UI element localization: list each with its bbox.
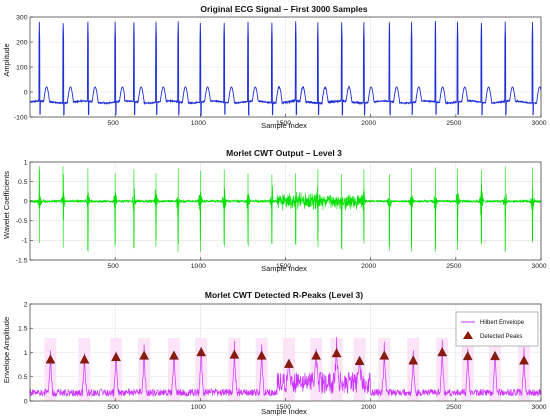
x-tick-label: 2000 <box>361 404 376 411</box>
peak-window-shade <box>461 337 474 401</box>
peak-window-shade <box>255 337 268 401</box>
peak-window-shade <box>517 337 530 401</box>
y-tick-label: -1.5 <box>16 257 28 264</box>
peak-window-shade <box>78 337 91 401</box>
detected-peak-marker <box>331 348 342 358</box>
peak-window-shade <box>407 337 420 401</box>
x-tick-label: 3000 <box>531 120 546 127</box>
detected-peak-marker <box>169 350 179 360</box>
peak-window-shade <box>228 337 241 401</box>
cwt-ylabel: Wavelet Coefficients <box>2 171 11 239</box>
detected-peak-marker <box>111 351 121 362</box>
peaks-ylabel: Envelope Amplitude <box>2 317 11 383</box>
y-tick-label: 200 <box>16 39 28 46</box>
peaks-title: Morlet CWT Detected R-Peaks (Level 3) <box>205 290 363 300</box>
detected-peak-marker <box>45 354 56 364</box>
x-tick-label: 500 <box>107 404 119 411</box>
x-tick-label: 1500 <box>276 120 291 127</box>
series-layer <box>29 20 542 117</box>
x-tick-label: 1000 <box>191 404 206 411</box>
cwt-xlabel: Sample Index <box>261 264 307 273</box>
hilbert-envelope-line <box>29 336 542 398</box>
detected-peak-marker <box>437 347 448 357</box>
y-tick-label: 0.5 <box>18 374 28 381</box>
x-tick-label: 2000 <box>361 263 376 270</box>
series-layer <box>29 166 542 253</box>
ecg-ylabel: Amplitude <box>2 43 11 76</box>
y-tick-label: 1 <box>24 159 28 166</box>
x-tick-label: 2500 <box>446 263 461 270</box>
peak-window-shade <box>282 337 295 401</box>
x-tick-label: 500 <box>107 120 119 127</box>
x-tick-label: 2500 <box>446 120 461 127</box>
y-tick-label: -1 <box>21 238 27 245</box>
detected-peak-marker <box>79 354 90 364</box>
x-tick-label: 2000 <box>361 120 376 127</box>
detected-peak-marker <box>256 350 267 360</box>
detected-peak-marker <box>490 350 500 361</box>
peak-window-shade <box>378 337 391 401</box>
legend-envelope-label: Hilbert Envelope <box>480 320 525 326</box>
x-tick-label: 3000 <box>531 263 546 270</box>
legend-peaks-marker <box>463 331 473 339</box>
y-tick-label: 0 <box>24 89 28 96</box>
peak-window-shade <box>110 337 123 401</box>
y-tick-label: 100 <box>16 64 28 71</box>
y-tick-label: 0 <box>24 398 28 405</box>
detected-peak-marker <box>196 347 207 357</box>
legend-box <box>455 311 539 347</box>
y-tick-label: 0.5 <box>18 179 28 186</box>
peaks-panel: Morlet CWT Detected R-Peaks (Level 3) Sa… <box>2 290 547 416</box>
cwt-coefficient-line <box>29 166 542 253</box>
detected-peak-marker <box>284 358 294 368</box>
peak-window-shade <box>353 337 366 401</box>
detected-peak-marker <box>139 350 149 360</box>
peak-window-shade <box>489 337 502 401</box>
y-tick-label: 300 <box>16 14 28 21</box>
y-tick-label: -100 <box>14 114 28 121</box>
detected-peak-marker <box>311 350 321 360</box>
peaks-xlabel: Sample Index <box>261 407 307 416</box>
y-tick-label: 1 <box>24 350 28 357</box>
legend-peaks-label: Detected Peaks <box>480 334 522 340</box>
x-tick-label: 2500 <box>446 404 461 411</box>
peak-window-shade <box>310 337 323 401</box>
detected-peak-marker <box>462 350 473 361</box>
detected-peak-marker <box>379 350 390 360</box>
y-tick-label: 0 <box>24 199 28 206</box>
x-tick-label: 1000 <box>191 120 206 127</box>
x-tick-label: 3000 <box>531 404 546 411</box>
cwt-title: Morlet CWT Output – Level 3 <box>226 148 342 158</box>
x-tick-label: 1500 <box>276 263 291 270</box>
ecg-signal-line <box>29 20 542 117</box>
y-tick-label: 1.5 <box>18 326 28 333</box>
y-tick-label: 2 <box>24 301 28 308</box>
peak-window-shade <box>44 337 57 401</box>
cwt-panel: Morlet CWT Output – Level 3 Sample Index… <box>2 148 547 273</box>
x-tick-label: 1000 <box>191 263 206 270</box>
x-tick-label: 500 <box>107 263 119 270</box>
detected-peak-marker <box>408 355 419 365</box>
detected-peak-marker <box>229 349 240 359</box>
ecg-title: Original ECG Signal – First 3000 Samples <box>200 4 368 14</box>
legend: Hilbert Envelope Detected Peaks <box>455 311 539 347</box>
y-tick-label: -0.5 <box>16 218 28 225</box>
x-tick-label: 1500 <box>276 404 291 411</box>
detected-peak-marker <box>354 355 365 365</box>
ecg-panel: Original ECG Signal – First 3000 Samples… <box>2 4 547 130</box>
peak-window-shade <box>167 337 180 401</box>
peak-window-shade <box>138 337 151 401</box>
detected-peak-marker <box>519 355 529 365</box>
ecg-xlabel: Sample Index <box>261 121 307 130</box>
